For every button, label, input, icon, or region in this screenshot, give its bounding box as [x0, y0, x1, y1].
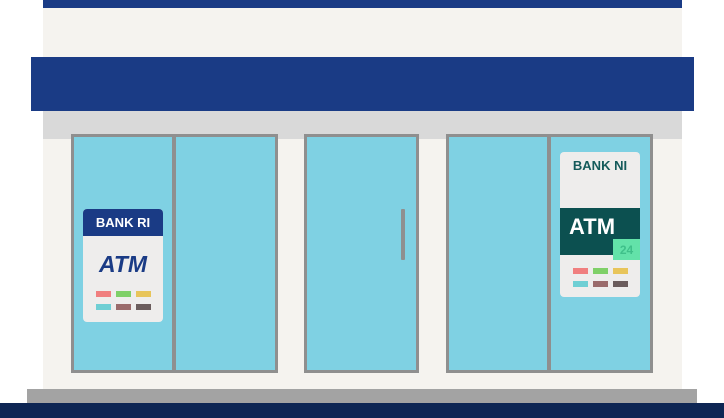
storefront-fascia	[31, 57, 694, 111]
left-atm-sign: BANK RI ATM	[83, 209, 163, 322]
hours-badge: 24	[613, 239, 640, 260]
card-chip	[593, 281, 608, 287]
right-window-mullion	[547, 134, 551, 373]
right-atm-sign: BANK NI ATM 24	[560, 152, 640, 297]
base-step	[27, 389, 697, 403]
card-chip	[116, 304, 131, 310]
right-sign-bank-label: BANK NI	[572, 158, 628, 173]
left-sign-atm-label: ATM	[98, 251, 148, 277]
card-chip	[136, 291, 151, 297]
card-chip	[96, 291, 111, 297]
ground-strip	[0, 403, 724, 418]
card-chip	[573, 268, 588, 274]
upper-wall	[43, 8, 682, 57]
card-chip	[96, 304, 111, 310]
left-sign-bank-label: BANK RI	[83, 209, 163, 236]
door-handle[interactable]	[401, 209, 405, 260]
card-chip	[613, 281, 628, 287]
entrance-door[interactable]	[304, 134, 419, 373]
card-chip	[116, 291, 131, 297]
roof-trim	[43, 0, 682, 8]
right-sign-atm-label: ATM	[569, 214, 616, 239]
card-chip	[136, 304, 151, 310]
card-chip	[593, 268, 608, 274]
left-window-mullion	[172, 134, 176, 373]
card-chip	[573, 281, 588, 287]
card-chip	[613, 268, 628, 274]
